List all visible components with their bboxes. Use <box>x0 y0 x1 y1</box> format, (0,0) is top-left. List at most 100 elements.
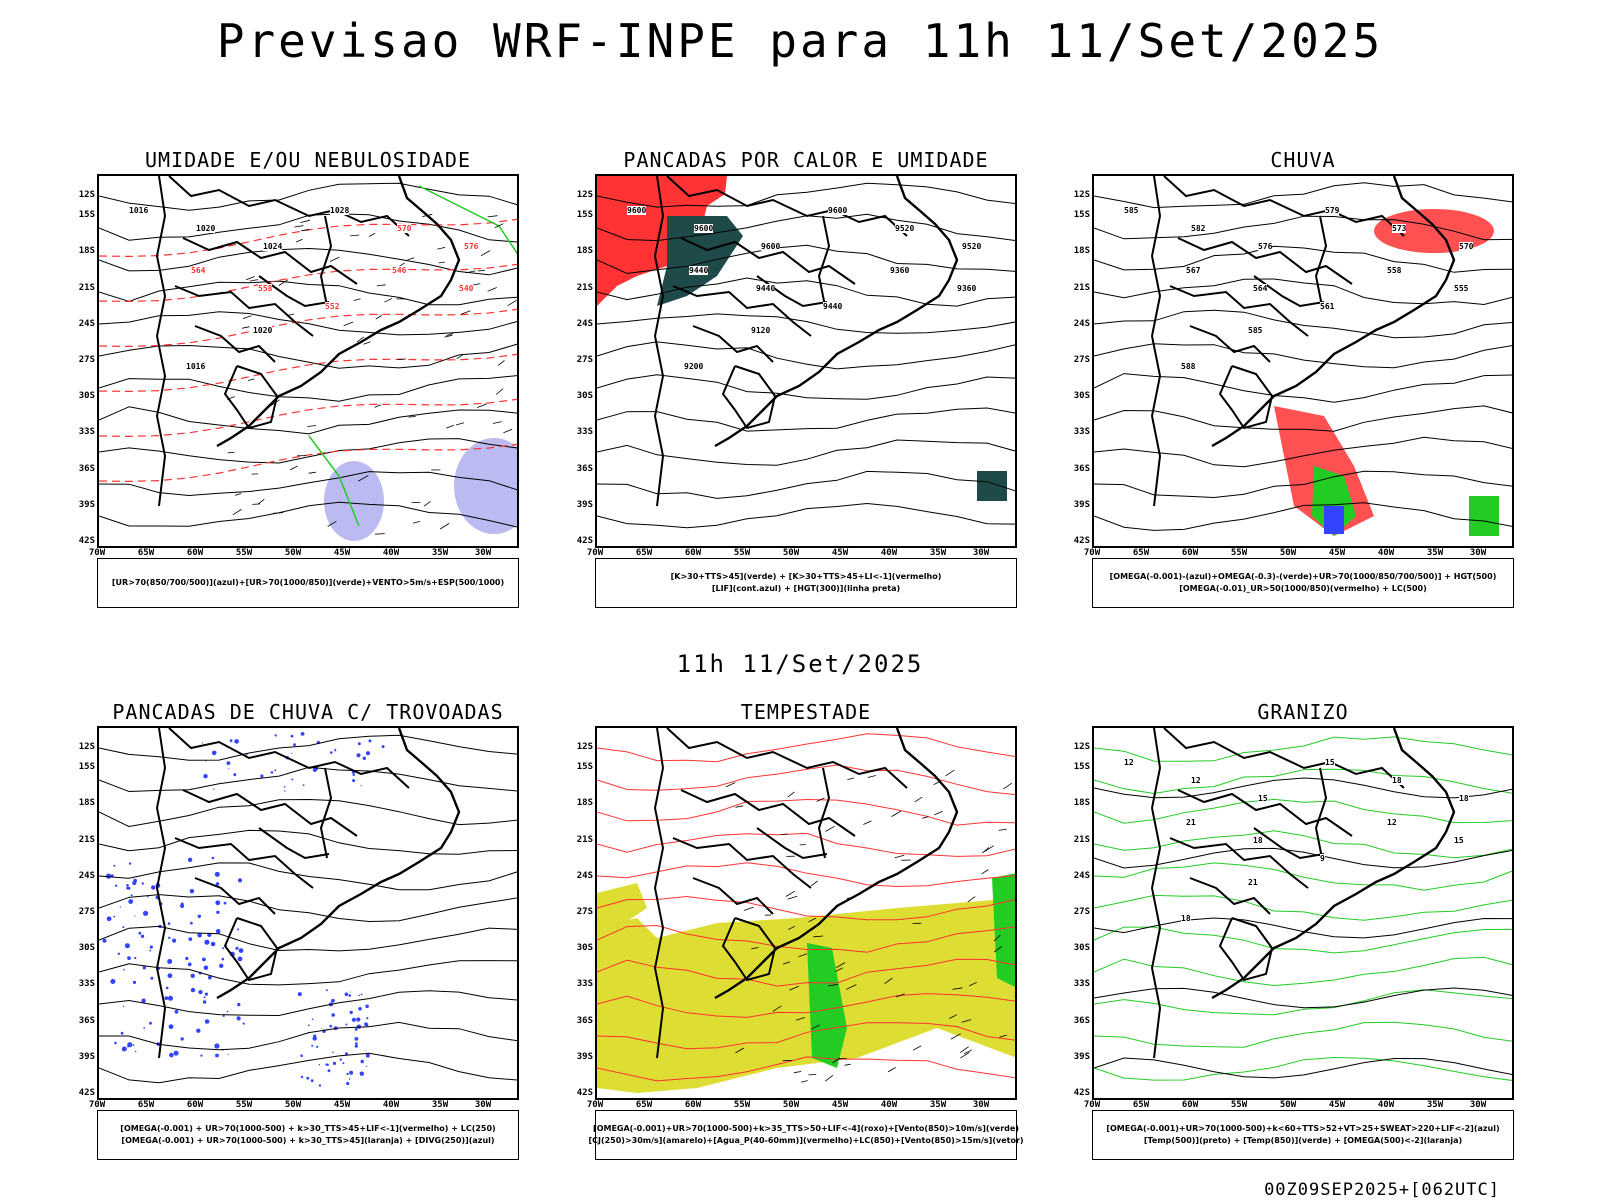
lat-tick-label: 18S <box>1073 246 1090 257</box>
contour-label: 1028 <box>330 206 350 215</box>
panel-granizo: GRANIZO 12 12 15 15 18 18 21 18 9 12 15 18 21 12S 15S 18… <box>1074 700 1514 1170</box>
lon-tick-label: 70W <box>1083 548 1101 558</box>
lon-tick-label: 55W <box>1230 1100 1248 1110</box>
lat-tick-label: 42S <box>78 1088 95 1098</box>
contour-label: 540 <box>459 284 474 293</box>
lat-tick-label: 18S <box>78 246 95 257</box>
legend-line: [OMEGA(-0.01)_UR>50(1000/850)(vermelho) … <box>1179 584 1427 593</box>
map-frame: 12 12 15 15 18 18 21 18 9 12 15 18 21 <box>1092 726 1514 1100</box>
lon-tick-label: 35W <box>431 548 449 558</box>
lat-tick-label: 30S <box>1073 391 1090 402</box>
map-canvas <box>1094 728 1512 1081</box>
lat-tick-label: 15S <box>78 762 95 773</box>
contour-label: 9200 <box>684 362 704 371</box>
lat-tick-label: 33S <box>1073 979 1090 990</box>
lat-tick-label: 12S <box>576 190 593 200</box>
map-frame <box>97 726 519 1100</box>
lat-tick-label: 27S <box>1073 907 1090 917</box>
lat-tick-label: 15S <box>576 762 593 773</box>
lon-tick-label: 40W <box>382 1100 400 1110</box>
lat-tick-label: 27S <box>78 907 95 917</box>
lat-tick-label: 21S <box>576 834 593 845</box>
lon-tick-label: 45W <box>333 1100 351 1110</box>
lat-tick-label: 24S <box>576 318 593 329</box>
lon-tick-label: 65W <box>635 1100 653 1110</box>
lon-tick-label: 40W <box>880 1100 898 1110</box>
lon-tick-label: 40W <box>1377 1100 1395 1110</box>
lon-tick-label: 55W <box>733 548 751 558</box>
lon-tick-label: 70W <box>88 1100 106 1110</box>
contour-label: 579 <box>1325 206 1340 215</box>
lat-tick-label: 39S <box>1073 499 1090 510</box>
legend-line: [K>30+TTS>45](verde) + [K>30+TTS>45+LI<-… <box>670 572 942 581</box>
contour-label: 15 <box>1325 758 1335 767</box>
lat-tick-label: 27S <box>576 907 593 917</box>
lat-tick-label: 33S <box>1073 427 1090 438</box>
lat-tick-label: 39S <box>576 499 593 510</box>
map-frame: 585 582 576 579 573 570 567 564 561 558 555 588 585 <box>1092 174 1514 548</box>
contour-label: 18 <box>1392 776 1402 785</box>
lon-tick-label: 35W <box>1426 1100 1444 1110</box>
map-canvas <box>99 728 517 1087</box>
contour-label: 18 <box>1181 914 1191 923</box>
contour-label: 558 <box>1387 266 1402 275</box>
lat-tick-label: 36S <box>1073 463 1090 474</box>
lat-tick-label: 30S <box>576 943 593 954</box>
legend-line: [OMEGA(-0.001) + UR>70(1000-500) + k>30_… <box>121 1136 495 1145</box>
contour-label: 9600 <box>627 206 647 215</box>
contour-label: 21 <box>1248 878 1258 887</box>
lat-tick-label: 21S <box>576 282 593 293</box>
contour-label: 9600 <box>761 242 781 251</box>
panel-legend: [UR>70(850/700/500)](azul)+[UR>70(1000/8… <box>97 558 519 608</box>
lat-tick-label: 39S <box>78 499 95 510</box>
panel-umidade: UMIDADE E/OU NEBULOSIDADE 1016 1020 1024 102… <box>79 148 519 618</box>
map-canvas <box>597 728 1015 1093</box>
lon-tick-label: 45W <box>1328 548 1346 558</box>
lat-tick-label: 36S <box>78 1015 95 1026</box>
contour-label: 561 <box>1320 302 1335 311</box>
lat-tick-label: 39S <box>78 1051 95 1062</box>
contour-label: 585 <box>1124 206 1139 215</box>
lon-tick-label: 55W <box>733 1100 751 1110</box>
lon-tick-label: 40W <box>382 548 400 558</box>
contour-label: 9360 <box>890 266 910 275</box>
lat-tick-label: 12S <box>576 742 593 752</box>
lat-tick-label: 18S <box>576 246 593 257</box>
map-frame: 1016 1020 1024 1028 570 576 564 558 552 546 540 101… <box>97 174 519 548</box>
lat-tick-label: 27S <box>78 355 95 365</box>
contour-label: 558 <box>258 284 273 293</box>
contour-label: 576 <box>1258 242 1273 251</box>
lon-tick-label: 70W <box>1083 1100 1101 1110</box>
lat-tick-label: 15S <box>1073 762 1090 773</box>
lon-tick-label: 65W <box>635 548 653 558</box>
contour-label: 564 <box>1253 284 1268 293</box>
legend-line: [UR>70(850/700/500)](azul)+[UR>70(1000/8… <box>111 578 505 587</box>
contour-label: 1020 <box>253 326 273 335</box>
contour-label: 573 <box>1392 224 1407 233</box>
legend-line: [CJ(250)>30m/s](amarelo)+[Agua_P(40-60mm… <box>588 1136 1024 1145</box>
lon-tick-label: 30W <box>972 548 990 558</box>
panel-trovoadas: PANCADAS DE CHUVA C/ TROVOADAS 12S 15S 18S 2… <box>79 700 519 1170</box>
legend-line: [LIF](cont.azul) + [HGT(300)](linha pret… <box>711 584 901 593</box>
lat-tick-label: 12S <box>78 742 95 752</box>
lon-tick-label: 45W <box>333 548 351 558</box>
lon-tick-label: 50W <box>782 1100 800 1110</box>
lat-tick-label: 36S <box>78 463 95 474</box>
contour-label: 585 <box>1248 326 1263 335</box>
contour-label: 555 <box>1454 284 1469 293</box>
panel-legend: [OMEGA(-0.001) + UR>70(1000-500) + k>30_… <box>97 1110 519 1160</box>
lat-tick-label: 18S <box>1073 798 1090 809</box>
contour-label: 9600 <box>694 224 714 233</box>
lon-tick-label: 35W <box>1426 548 1444 558</box>
panel-title: PANCADAS DE CHUVA C/ TROVOADAS <box>112 700 504 724</box>
lon-tick-label: 65W <box>1132 1100 1150 1110</box>
legend-line: [Temp(500)](preto) + [Temp(850)](verde) … <box>1143 1136 1463 1145</box>
lat-tick-label: 33S <box>576 427 593 438</box>
lat-tick-label: 24S <box>1073 318 1090 329</box>
panel-title: CHUVA <box>1270 148 1336 172</box>
lat-tick-label: 42S <box>576 536 593 546</box>
contour-label: 1020 <box>196 224 216 233</box>
contour-label: 9520 <box>962 242 982 251</box>
lon-tick-label: 50W <box>284 548 302 558</box>
lat-tick-label: 42S <box>78 536 95 546</box>
